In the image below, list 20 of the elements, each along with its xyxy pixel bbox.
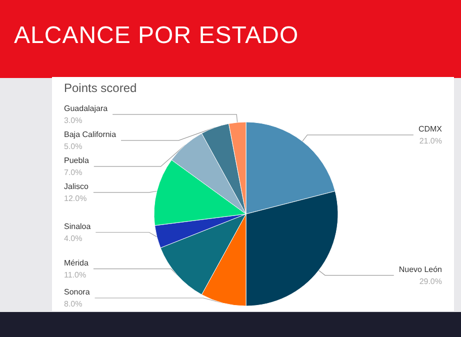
- slice-label: Guadalajara: [64, 104, 108, 113]
- slice-label: Mérida: [64, 258, 90, 268]
- data-label: 7.0%: [64, 168, 82, 177]
- slice-label: Baja California: [64, 130, 117, 139]
- slice-label: Sonora: [64, 288, 90, 296]
- slice-label: Jalisco: [64, 182, 90, 191]
- slice-label: CDMX: [418, 124, 443, 134]
- data-label: 4.0%: [64, 234, 82, 243]
- data-label: 11.0%: [64, 270, 86, 280]
- chart-subtitle: Points scored: [64, 81, 137, 95]
- data-label: 21.0%: [419, 136, 442, 146]
- data-label: 3.0%: [64, 116, 82, 125]
- data-label: 8.0%: [64, 300, 82, 308]
- chart-title: ALCANCE POR ESTADO: [14, 22, 299, 50]
- data-label: 5.0%: [64, 142, 82, 151]
- slice-label: Sinaloa: [64, 222, 92, 231]
- data-label: 29.0%: [419, 276, 442, 286]
- slice-label: Puebla: [64, 156, 90, 165]
- slice-label: Nuevo León: [398, 264, 442, 274]
- data-label: 12.0%: [64, 194, 87, 203]
